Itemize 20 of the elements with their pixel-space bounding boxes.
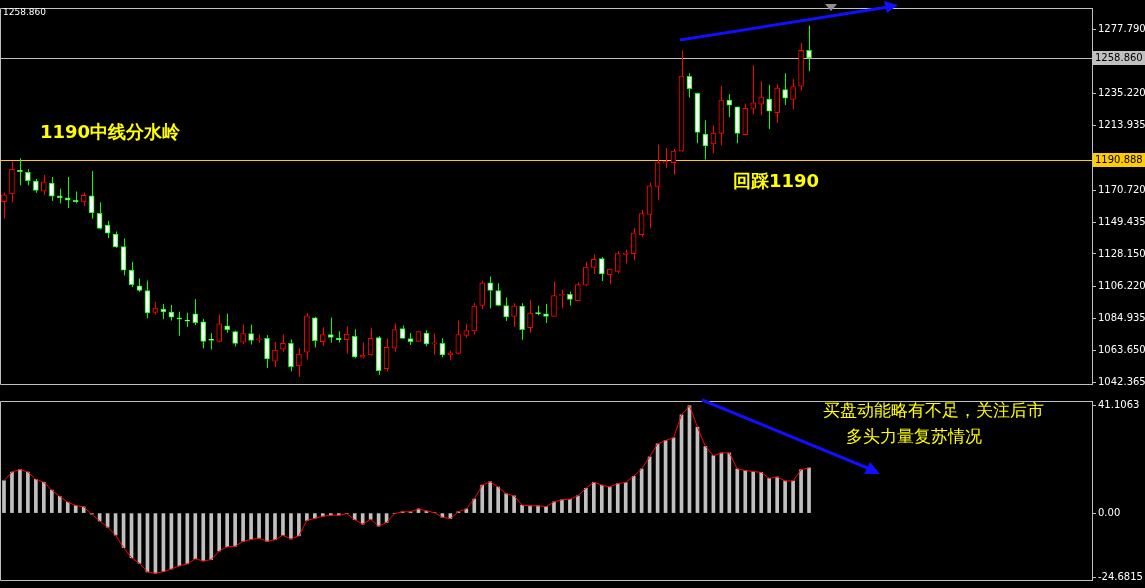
y-tick-label: 1084.935 xyxy=(1098,312,1145,324)
y-tick-label: 1235.220 xyxy=(1098,86,1145,98)
y-tick-label: 1213.935 xyxy=(1098,118,1145,130)
annotation: 1258.860 xyxy=(3,7,46,18)
ref-line-label: 1190.888 xyxy=(1095,153,1143,165)
y-tick-label: 1063.650 xyxy=(1098,344,1145,356)
annotation: 回踩1190 xyxy=(733,170,820,191)
ref-line-label: 1258.860 xyxy=(1095,51,1143,63)
y-tick-label: 41.1063 xyxy=(1098,399,1140,411)
y-tick-label: 1128.150 xyxy=(1098,247,1145,259)
y-tick-label: 1149.435 xyxy=(1098,215,1145,227)
y-tick-label: 0.00 xyxy=(1098,506,1121,518)
annotation: 1190中线分水岭 xyxy=(40,121,181,142)
y-tick-label: 1106.220 xyxy=(1098,280,1145,292)
y-tick-label: 1277.790 xyxy=(1098,23,1145,35)
annotation: 多头力量复苏情况 xyxy=(846,426,982,446)
y-tick-label: 1170.720 xyxy=(1098,183,1145,195)
y-tick-label: -24.6815 xyxy=(1098,571,1143,583)
y-tick-label: 1042.365 xyxy=(1098,376,1145,388)
annotation: 买盘动能略有不足，关注后市 xyxy=(823,400,1044,420)
